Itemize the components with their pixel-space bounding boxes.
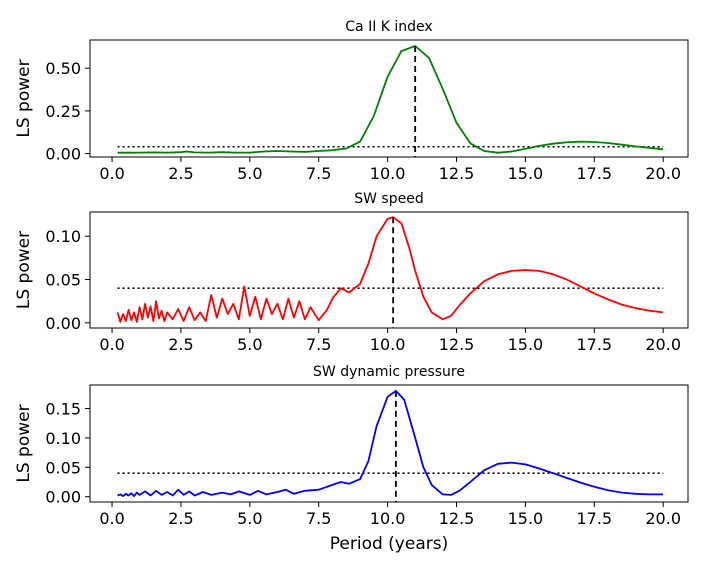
y-axis-label: LS power — [14, 59, 34, 137]
x-tick-label: 7.5 — [306, 164, 331, 183]
subplot-3: SW dynamic pressure LS power 0.0 2.5 5.0 7.5 1… — [14, 364, 689, 554]
x-tick-label: 0.0 — [99, 164, 124, 183]
y-axis-label: LS power — [14, 231, 34, 309]
x-tick-label: 15.0 — [508, 335, 544, 354]
y-tick-label: 0.00 — [45, 145, 81, 164]
x-tick-label: 7.5 — [306, 335, 331, 354]
y-tick-label: 0.25 — [45, 102, 81, 121]
x-tick-label: 5.0 — [237, 509, 262, 528]
x-tick-label: 10.0 — [370, 509, 406, 528]
y-axis-label: LS power — [14, 404, 34, 482]
x-tick-label: 2.5 — [168, 164, 193, 183]
x-tick-label: 10.0 — [370, 335, 406, 354]
x-tick-label: 17.5 — [576, 164, 612, 183]
x-tick-label: 5.0 — [237, 164, 262, 183]
x-tick-label: 20.0 — [645, 509, 681, 528]
y-tick-label: 0.00 — [45, 488, 81, 507]
ls-power-series-line — [117, 45, 664, 154]
y-tick-label: 0.05 — [45, 458, 81, 477]
x-tick-label: 12.5 — [439, 164, 475, 183]
x-tick-label: 17.5 — [576, 335, 612, 354]
x-tick-label: 2.5 — [168, 509, 193, 528]
y-tick-label: 0.00 — [45, 314, 81, 333]
x-tick-label: 12.5 — [439, 335, 475, 354]
y-tick-label: 0.15 — [45, 400, 81, 419]
x-tick-label: 5.0 — [237, 335, 262, 354]
axes-frame — [89, 211, 689, 329]
x-tick-label: 0.0 — [99, 509, 124, 528]
y-tick-label: 0.05 — [45, 271, 81, 290]
x-axis-label: Period (years) — [330, 534, 448, 554]
x-tick-label: 17.5 — [576, 509, 612, 528]
x-tick-label: 10.0 — [370, 164, 406, 183]
y-tick-label: 0.10 — [45, 227, 81, 246]
x-tick-label: 15.0 — [508, 509, 544, 528]
subplot-title: SW speed — [354, 191, 423, 207]
x-tick-label: 20.0 — [645, 335, 681, 354]
subplot-title: Ca II K index — [345, 19, 432, 35]
subplot-1: Ca II K index LS power 0.0 2.5 5.0 7.5 10.0 12.… — [14, 19, 689, 183]
ls-power-series-line — [116, 216, 664, 323]
x-tick-label: 20.0 — [645, 164, 681, 183]
subplot-title: SW dynamic pressure — [313, 364, 465, 380]
axes-frame — [89, 39, 689, 158]
x-tick-label: 12.5 — [439, 509, 475, 528]
x-tick-label: 15.0 — [508, 164, 544, 183]
x-tick-label: 7.5 — [306, 509, 331, 528]
y-tick-label: 0.50 — [45, 59, 81, 78]
ls-power-series-line — [117, 390, 664, 497]
subplot-2: SW speed LS power 0.0 2.5 5.0 7.5 10.0 12.5 15.0… — [14, 191, 689, 354]
y-tick-label: 0.10 — [45, 429, 81, 448]
x-tick-label: 0.0 — [99, 335, 124, 354]
axes-frame — [89, 384, 689, 503]
x-tick-label: 2.5 — [168, 335, 193, 354]
